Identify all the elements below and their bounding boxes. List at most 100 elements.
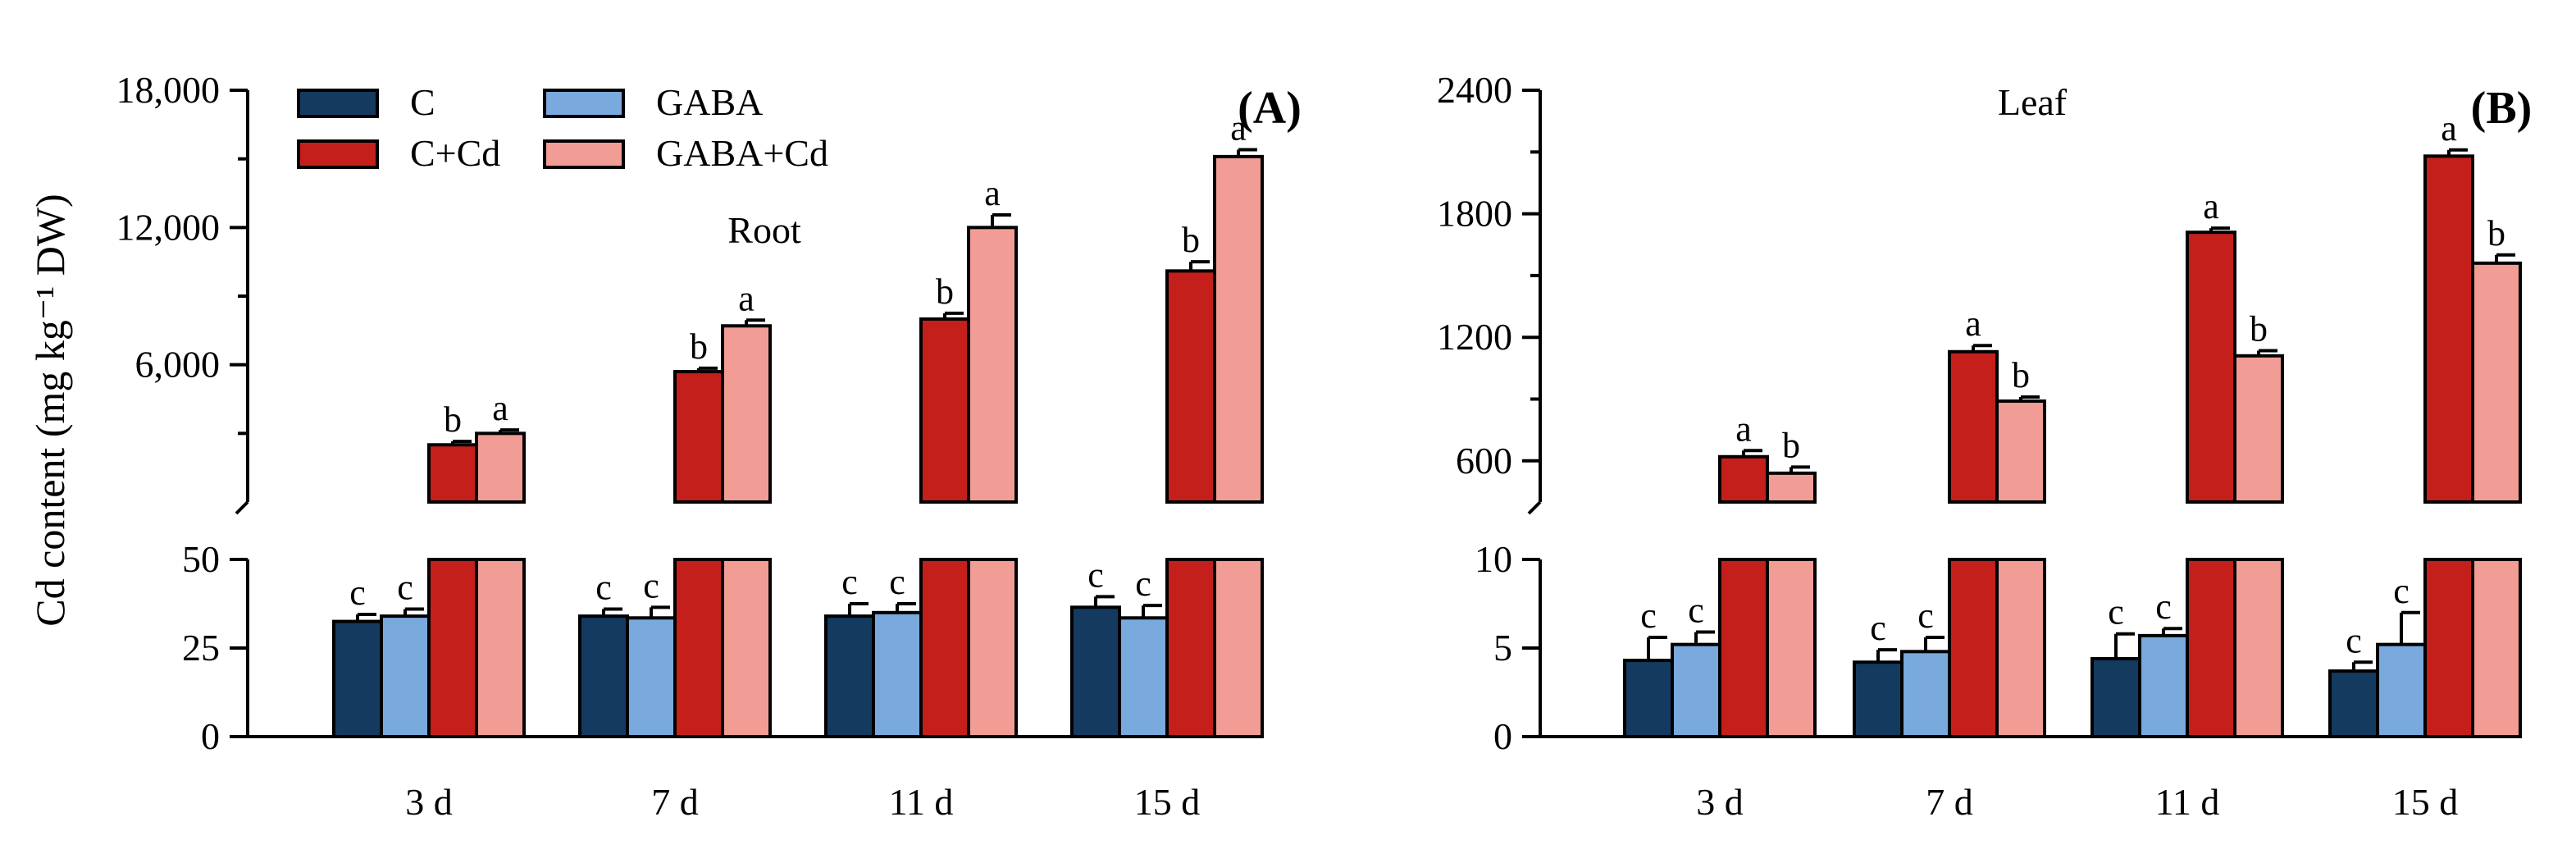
x-tick-label: 15 d bbox=[2392, 781, 2459, 823]
x-tick-label: 11 d bbox=[889, 781, 954, 823]
significance-letter: c bbox=[595, 567, 612, 607]
lower-y-tick-label: 0 bbox=[201, 715, 220, 757]
upper-y-tick-label: 18,000 bbox=[116, 69, 221, 111]
bar-lower-segment bbox=[2423, 558, 2474, 738]
bar bbox=[824, 614, 875, 738]
upper-y-tick-label: 2400 bbox=[1437, 69, 1512, 111]
x-tick-label: 15 d bbox=[1134, 781, 1201, 823]
bar-lower-segment bbox=[1995, 558, 2046, 738]
bar bbox=[1948, 349, 1999, 504]
panel-label: (B) bbox=[2471, 83, 2533, 134]
bar bbox=[1718, 454, 1769, 504]
bar-lower-segment bbox=[1766, 558, 1817, 738]
bar-lower-segment bbox=[1213, 558, 1264, 738]
lower-y-tick-label: 5 bbox=[1493, 627, 1512, 669]
lower-y-tick-label: 25 bbox=[182, 627, 220, 669]
bar bbox=[2186, 231, 2236, 504]
bar bbox=[721, 324, 772, 504]
legend-swatch bbox=[297, 139, 379, 169]
bar bbox=[2423, 154, 2474, 504]
significance-letter: c bbox=[349, 573, 366, 613]
bar-lower-segment bbox=[2233, 558, 2284, 738]
bar bbox=[626, 616, 677, 739]
significance-letter: c bbox=[2346, 620, 2362, 660]
significance-letter: c bbox=[1870, 608, 1886, 648]
bar bbox=[1995, 399, 2046, 504]
bar bbox=[1070, 605, 1121, 738]
upper-y-tick-label: 1200 bbox=[1437, 316, 1512, 358]
significance-letter: a bbox=[1230, 108, 1247, 148]
significance-letter: c bbox=[1917, 596, 1934, 636]
bar bbox=[673, 370, 724, 504]
significance-letter: a bbox=[738, 278, 755, 318]
significance-letter: a bbox=[2441, 108, 2457, 148]
significance-letter: b bbox=[936, 272, 954, 312]
significance-letter: c bbox=[841, 562, 858, 602]
significance-letter: c bbox=[1640, 596, 1657, 636]
bar-lower-segment bbox=[2471, 558, 2522, 738]
significance-letter: b bbox=[2487, 213, 2505, 253]
bar-lower-segment bbox=[919, 558, 970, 738]
bar bbox=[1900, 650, 1951, 739]
significance-letter: b bbox=[1182, 220, 1200, 260]
bar-lower-segment bbox=[721, 558, 772, 738]
significance-letter: c bbox=[2108, 592, 2124, 632]
bar bbox=[919, 317, 970, 504]
significance-letter: a bbox=[1735, 409, 1752, 449]
legend-label: C+Cd bbox=[410, 132, 500, 174]
bar-lower-segment bbox=[1948, 558, 1999, 738]
bar-lower-segment bbox=[1718, 558, 1769, 738]
lower-y-tick-label: 10 bbox=[1475, 538, 1512, 580]
lower-y-tick-label: 0 bbox=[1493, 715, 1512, 757]
significance-letter: c bbox=[2393, 571, 2410, 611]
significance-letter: c bbox=[2155, 587, 2172, 627]
significance-letter: a bbox=[1965, 304, 1981, 344]
significance-letter: b bbox=[2250, 309, 2268, 349]
legend-swatch bbox=[543, 89, 625, 118]
axis-break-mark bbox=[1527, 500, 1542, 515]
legend-label: C bbox=[410, 81, 435, 123]
lower-y-tick-label: 50 bbox=[182, 538, 220, 580]
bar bbox=[1118, 616, 1169, 739]
bar bbox=[1766, 471, 1817, 504]
significance-letter: c bbox=[889, 562, 905, 602]
x-tick-label: 11 d bbox=[2155, 781, 2220, 823]
significance-letter: c bbox=[1688, 591, 1704, 631]
chart-title: Root bbox=[727, 209, 801, 251]
bar bbox=[1623, 659, 1674, 738]
bar-lower-segment bbox=[1165, 558, 1216, 738]
bar-lower-segment bbox=[427, 558, 478, 738]
bar bbox=[578, 614, 629, 738]
significance-letter: c bbox=[397, 567, 413, 607]
significance-letter: b bbox=[2012, 355, 2030, 395]
significance-letter: c bbox=[1135, 564, 1151, 604]
bar bbox=[1671, 642, 1721, 738]
bar bbox=[2138, 633, 2189, 739]
significance-letter: b bbox=[1782, 425, 1800, 465]
bar bbox=[2090, 656, 2141, 739]
legend-swatch bbox=[543, 139, 625, 169]
upper-y-tick-label: 12,000 bbox=[116, 206, 221, 248]
bar bbox=[2471, 261, 2522, 504]
bar bbox=[332, 619, 383, 738]
bar bbox=[2328, 669, 2379, 739]
bar-lower-segment bbox=[967, 558, 1018, 738]
upper-y-tick-label: 1800 bbox=[1437, 193, 1512, 235]
legend-label: GABA bbox=[656, 81, 763, 123]
significance-letter: c bbox=[643, 565, 659, 605]
bar bbox=[967, 226, 1018, 504]
bar bbox=[1853, 660, 1904, 739]
axis-break-mark bbox=[235, 500, 249, 515]
significance-letter: a bbox=[2203, 186, 2219, 226]
bar bbox=[872, 610, 923, 738]
bar bbox=[1165, 269, 1216, 504]
bar-lower-segment bbox=[2186, 558, 2236, 738]
bar bbox=[2376, 642, 2427, 738]
bar-lower-segment bbox=[475, 558, 526, 738]
bar bbox=[427, 443, 478, 504]
bar bbox=[1213, 154, 1264, 504]
x-tick-label: 3 d bbox=[405, 781, 453, 823]
significance-letter: a bbox=[984, 173, 1001, 213]
chart-title: Leaf bbox=[1998, 81, 2068, 123]
